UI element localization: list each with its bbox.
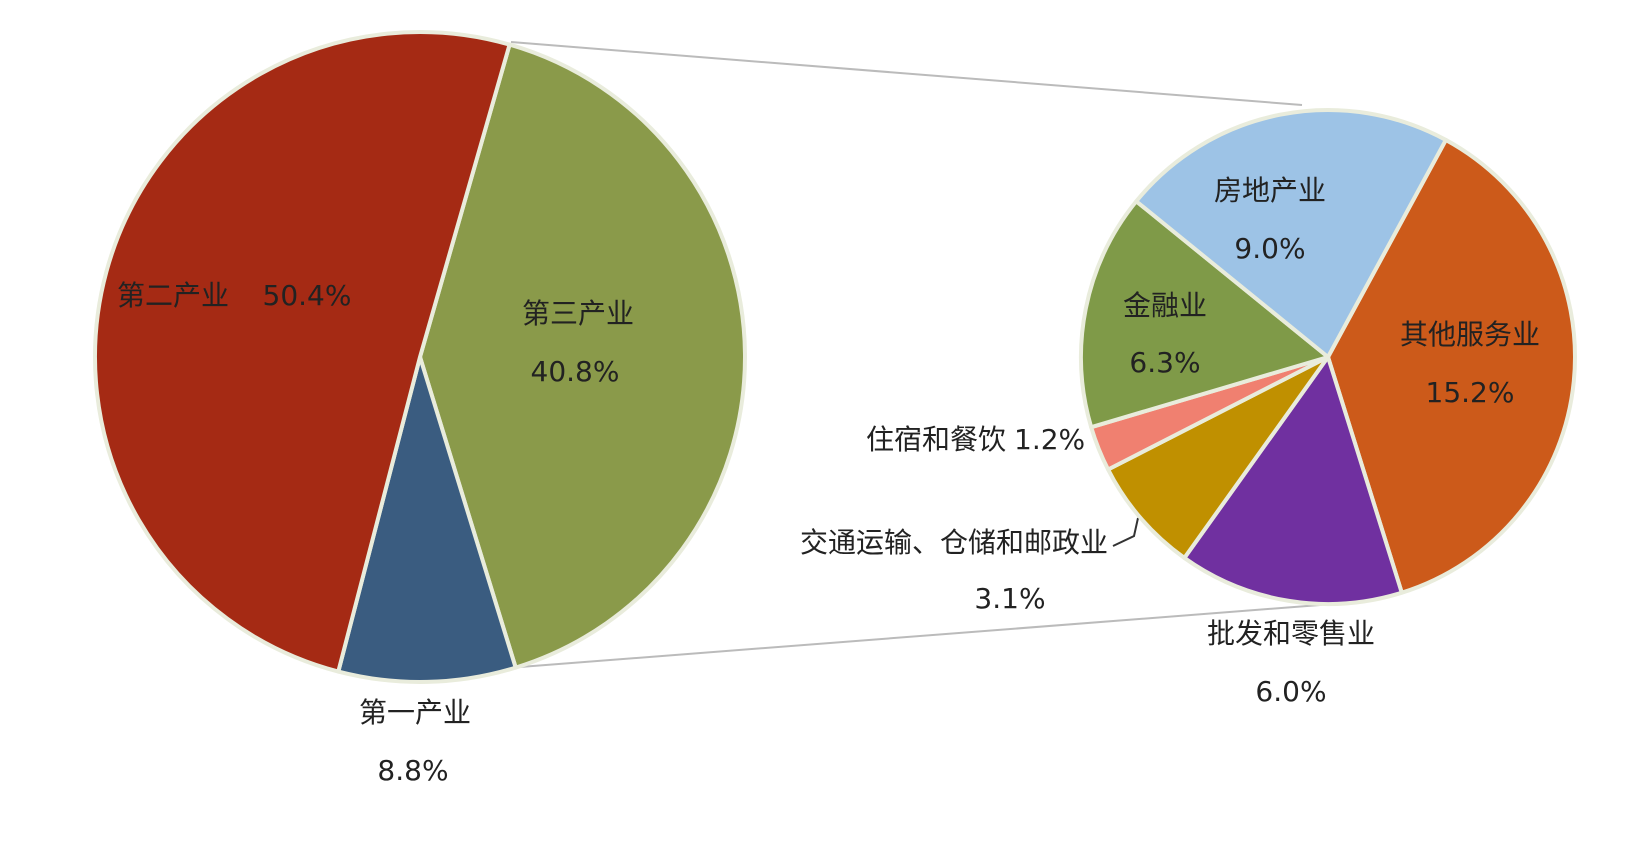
pie-slice <box>1079 199 1330 430</box>
pie-slice <box>93 30 512 674</box>
pie-slice <box>1182 355 1404 606</box>
value-label: 9.0% <box>1234 232 1305 265</box>
slice-label: 房地产业 <box>1214 174 1326 207</box>
leader-line <box>1112 517 1139 547</box>
slice-label: 金融业 <box>1123 289 1207 322</box>
value-label: 40.8% <box>531 355 620 388</box>
value-label: 6.0% <box>1255 675 1326 708</box>
slice-label: 住宿和餐饮 <box>866 423 1006 456</box>
slice-label: 交通运输、仓储和邮政业 <box>800 526 1108 559</box>
slice-label: 第三产业 <box>522 297 634 330</box>
pie-slice <box>336 355 518 684</box>
value-label: 1.2% <box>1014 423 1085 456</box>
pie-slice <box>418 42 747 670</box>
pie-slice <box>1106 355 1330 560</box>
slice-label: 其他服务业 <box>1400 318 1540 351</box>
slice-label: 批发和零售业 <box>1207 617 1375 650</box>
pie-slice <box>1326 137 1577 595</box>
connector-line <box>519 603 1334 668</box>
value-label: 3.1% <box>974 582 1045 615</box>
value-label: 8.8% <box>377 754 448 787</box>
slice-label: 第二产业 <box>117 279 229 312</box>
connector-line <box>510 41 1303 106</box>
pie-slice <box>1134 108 1448 359</box>
value-label: 50.4% <box>263 279 352 312</box>
value-label: 15.2% <box>1426 376 1515 409</box>
value-label: 6.3% <box>1129 346 1200 379</box>
slice-label: 第一产业 <box>359 696 471 729</box>
